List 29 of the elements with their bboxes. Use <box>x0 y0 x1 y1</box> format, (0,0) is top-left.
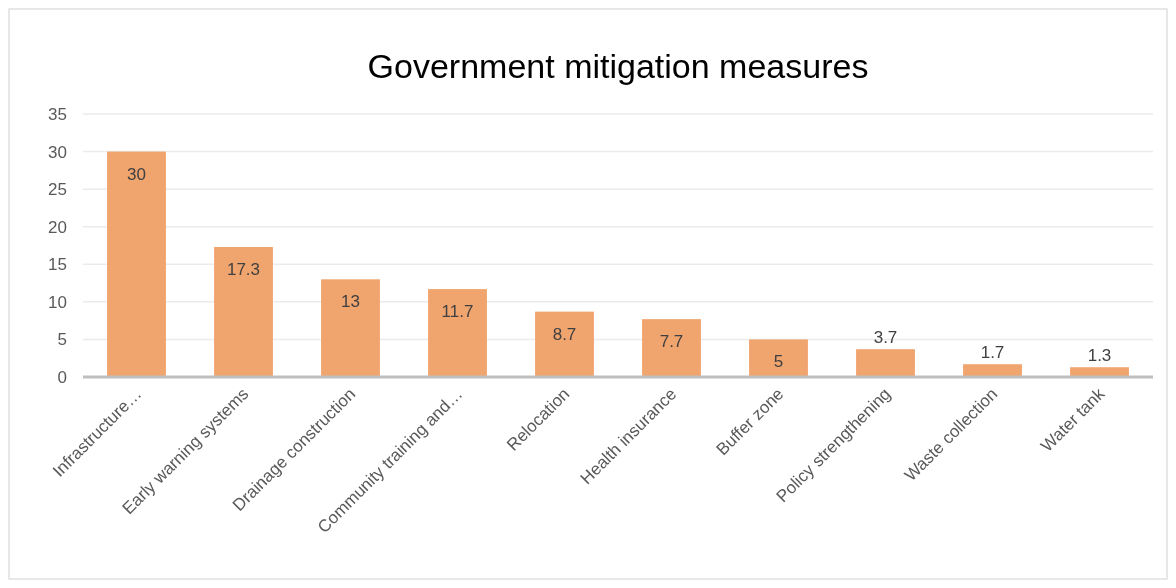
data-label: 5 <box>773 352 784 372</box>
y-tick-label: 20 <box>48 217 67 237</box>
data-label: 3.7 <box>873 328 898 348</box>
y-tick-label: 35 <box>48 104 67 124</box>
bar <box>642 319 701 377</box>
bar <box>1070 367 1129 377</box>
y-tick-label: 5 <box>57 330 67 350</box>
bar <box>535 311 594 377</box>
data-label: 8.7 <box>552 324 577 344</box>
bar <box>107 151 166 377</box>
bar <box>963 364 1022 377</box>
bar <box>749 339 808 377</box>
bar <box>321 279 380 377</box>
data-label: 1.7 <box>980 343 1005 363</box>
data-label: 11.7 <box>441 302 474 322</box>
y-tick-label: 15 <box>48 255 67 275</box>
data-label: 17.3 <box>226 260 261 279</box>
data-label: 1.3 <box>1087 346 1112 366</box>
bar <box>428 289 487 377</box>
bar <box>214 247 273 377</box>
data-label: 7.7 <box>659 332 684 352</box>
bar <box>856 349 915 377</box>
data-label: 30 <box>127 164 146 184</box>
chart-title: Government mitigation measures <box>367 47 869 85</box>
y-tick-label: 25 <box>48 180 67 200</box>
y-tick-label: 10 <box>48 292 67 312</box>
y-tick-label: 30 <box>48 142 67 162</box>
data-label: 13 <box>341 292 360 312</box>
y-tick-label: 0 <box>57 367 67 387</box>
